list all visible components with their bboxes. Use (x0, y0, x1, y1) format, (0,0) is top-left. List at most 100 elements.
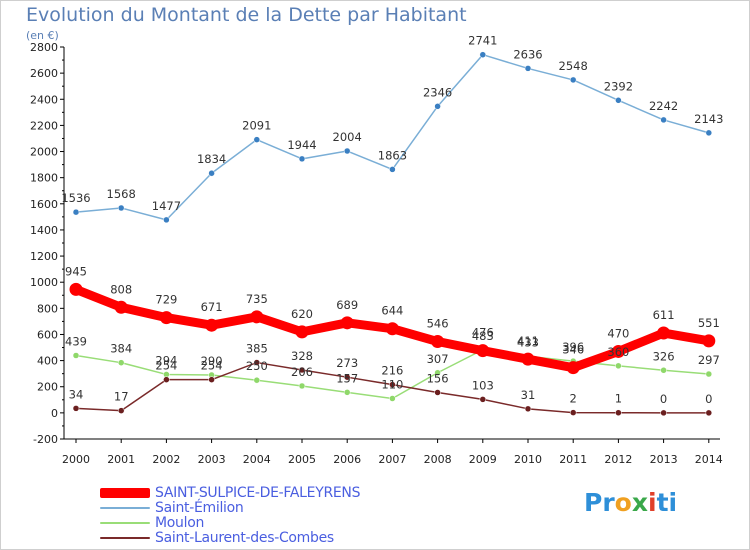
legend-item: Moulon (100, 514, 360, 531)
x-tick-label: 2002 (152, 453, 180, 466)
data-label: 1568 (107, 187, 136, 201)
data-point (524, 65, 532, 72)
data-label: 326 (653, 349, 675, 363)
data-point (208, 376, 215, 383)
data-label: 328 (291, 349, 313, 363)
y-tick-label: 800 (37, 302, 58, 315)
y-tick-label: 1400 (30, 224, 58, 237)
data-point (253, 136, 261, 143)
data-label: 254 (201, 359, 223, 373)
x-tick-label: 2000 (62, 453, 90, 466)
x-tick-label: 2014 (695, 453, 723, 466)
x-tick-label: 2012 (604, 453, 632, 466)
data-point (117, 204, 125, 212)
y-tick-label: 400 (37, 355, 58, 368)
data-label: 2091 (242, 119, 271, 133)
data-label: 384 (110, 342, 132, 356)
data-point (389, 381, 396, 388)
data-label: 620 (291, 307, 313, 321)
chart-subtitle: (en €) (26, 29, 59, 42)
data-label: 483 (472, 329, 494, 343)
y-tick-label: 2600 (30, 67, 58, 80)
data-point (385, 322, 399, 336)
data-point (253, 359, 261, 366)
data-point (479, 51, 487, 58)
data-point (521, 352, 535, 366)
data-label: 689 (336, 298, 358, 312)
logo-letter: ti (656, 488, 678, 517)
data-point (660, 116, 667, 124)
data-point (298, 382, 306, 390)
data-label: 2 (570, 392, 577, 406)
data-label: 157 (336, 371, 358, 385)
chart-title: Evolution du Montant de la Dette par Hab… (26, 4, 467, 26)
data-label: 470 (607, 326, 629, 340)
x-tick-label: 2004 (243, 453, 271, 466)
data-point (615, 97, 622, 104)
data-point (250, 310, 264, 324)
data-point (660, 409, 667, 417)
data-label: 2242 (649, 99, 678, 113)
data-point (343, 147, 351, 155)
data-point (298, 366, 306, 374)
logo-letter: i (647, 488, 657, 517)
data-point (434, 389, 441, 396)
data-point (702, 334, 716, 348)
data-label: 273 (336, 356, 358, 370)
data-label: 346 (562, 343, 584, 357)
data-point (117, 407, 125, 414)
data-point (657, 326, 671, 340)
data-label: 2143 (694, 112, 723, 126)
data-label: 611 (653, 308, 675, 322)
legend-label: SAINT-SULPICE-DE-FALEYRENS (155, 484, 361, 501)
y-tick-label: 2200 (30, 119, 58, 132)
legend-swatch (100, 536, 150, 539)
data-point (298, 155, 306, 163)
data-label: 396 (562, 340, 584, 354)
data-point (343, 373, 351, 381)
data-point (343, 389, 351, 396)
data-label: 34 (69, 387, 84, 401)
data-point (72, 208, 80, 216)
data-point (253, 376, 261, 384)
x-tick-label: 2011 (559, 453, 587, 466)
data-point (117, 359, 125, 366)
data-label: 0 (705, 392, 712, 406)
y-tick-label: 1600 (30, 198, 58, 211)
logo-letter: x (631, 488, 648, 517)
data-label: 290 (201, 354, 223, 368)
legend-item: Saint-Laurent-des-Combes (100, 530, 360, 546)
y-tick-label: 600 (37, 328, 58, 341)
data-label: 2392 (604, 79, 633, 93)
proxiti-logo: Proxiti (584, 488, 677, 517)
logo-letter: Pr (584, 488, 615, 517)
data-label: 2741 (468, 34, 497, 48)
data-label: 671 (201, 300, 223, 314)
data-point (615, 362, 622, 370)
y-tick-label: 1000 (30, 276, 58, 289)
data-point (479, 396, 487, 403)
legend-label: Moulon (155, 514, 205, 531)
data-label: 2346 (423, 85, 452, 99)
data-point (566, 361, 580, 375)
y-tick-label: 2800 (30, 41, 58, 54)
data-label: 439 (65, 335, 87, 349)
data-point (524, 405, 532, 413)
data-label: 0 (660, 392, 667, 406)
data-label: 254 (155, 359, 177, 373)
data-label: 216 (381, 364, 403, 378)
y-tick-label: 200 (37, 381, 58, 394)
data-label: 433 (517, 335, 539, 349)
data-point (434, 369, 441, 377)
y-tick-label: 1800 (30, 172, 58, 185)
data-point (69, 282, 83, 296)
legend: SAINT-SULPICE-DE-FALEYRENS Saint-Émilion M… (100, 484, 361, 546)
data-point (476, 344, 490, 358)
data-point (389, 166, 396, 173)
x-tick-label: 2003 (198, 453, 226, 466)
data-point (163, 376, 170, 383)
legend-swatch (100, 487, 150, 498)
data-point (569, 409, 577, 416)
data-point (159, 311, 173, 325)
data-label: 206 (291, 365, 313, 379)
